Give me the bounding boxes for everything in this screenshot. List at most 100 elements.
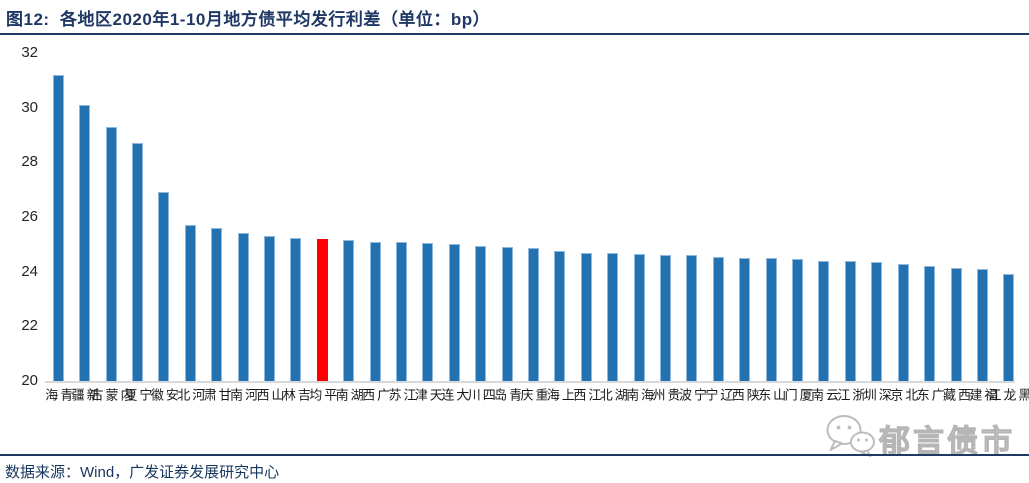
x-axis-label: 宁夏 [122,388,153,403]
bar-column: 广西 [360,53,390,403]
bar-column: 山东 [756,53,786,403]
bar [105,126,117,381]
x-axis-label: 安徽 [148,388,179,403]
bar [607,252,619,381]
source-note: 数据来源：Wind，广发证券发展研究中心 [5,464,280,481]
bar [580,252,592,381]
watermark: 郁言债市 [823,412,1015,465]
x-axis-label: 湖南 [333,388,364,403]
x-axis-label: 广东 [914,388,945,403]
bar [475,245,487,381]
x-axis-label: 大连 [439,388,470,403]
bar [395,241,407,381]
bar-column: 湖南 [334,53,364,403]
bar [686,255,698,381]
bar-column: 山西 [254,53,284,403]
x-axis-label: 青海 [43,388,74,403]
bar [184,225,196,381]
bar-column: 宁波 [677,53,707,403]
bar-column: 厦门 [783,53,813,403]
bar-column: 青海 [43,53,73,403]
y-axis-tick-label: 32 [21,44,38,61]
x-axis-label: 湖北 [597,388,628,403]
x-axis-label: 福建 [967,388,998,403]
bar-column: 湖北 [598,53,628,403]
bar [343,240,355,381]
x-axis-label: 江西 [571,388,602,403]
x-axis-label: 西藏 [941,388,972,403]
bar-column: 平均 [307,53,337,403]
bar [79,104,91,381]
bar-column: 辽宁 [703,53,733,403]
bar [554,251,566,381]
x-axis-label: 山东 [756,388,787,403]
bar-column: 云南 [809,53,839,403]
chart-title: 图12: 各地区2020年1-10月地方债平均发行利差（单位：bp） [6,10,491,29]
x-axis-label: 辽宁 [703,388,734,403]
bar-column: 吉林 [281,53,311,403]
title-divider [0,33,1029,35]
y-axis-tick-label: 30 [21,98,38,116]
bar-column: 新疆 [70,53,100,403]
bar-column: 重庆 [519,53,549,403]
x-axis-label: 河北 [175,388,206,403]
y-axis-tick-label: 22 [21,317,38,335]
y-axis-tick-label: 26 [21,208,38,225]
bar [448,244,460,381]
y-axis-tick-label: 20 [21,372,38,389]
x-axis-label: 新疆 [69,388,100,403]
bar [131,143,143,381]
bar-column: 浙江 [835,53,865,403]
bar [52,74,64,381]
bar-column: 海南 [624,53,654,403]
x-axis-label: 青岛 [492,388,523,403]
bar [871,262,883,381]
bar [633,253,645,381]
bar [792,259,804,381]
bar-column: 天津 [413,53,443,403]
x-axis-label: 深圳 [861,388,892,403]
x-axis-label: 河南 [228,388,259,403]
x-axis-label: 江苏 [386,388,417,403]
x-axis-label: 云南 [808,388,839,403]
bar [1003,274,1015,381]
bar-column: 河南 [228,53,258,403]
bar [739,258,751,381]
x-axis-label: 陕西 [729,388,760,403]
bar-column: 宁夏 [122,53,152,403]
bar [660,255,672,381]
x-axis-label: 宁波 [676,388,707,403]
bar [501,247,513,381]
bar-column: 江苏 [386,53,416,403]
bar-column: 福建 [967,53,997,403]
x-axis-label: 厦门 [782,388,813,403]
bar [211,227,223,381]
bar-column: 大连 [439,53,469,403]
bar-column: 内蒙古 [89,53,134,403]
bar-column: 贵州 [651,53,681,403]
bar-average-highlight [316,238,328,381]
bar-column: 青岛 [492,53,522,403]
bar [263,236,275,381]
bar [950,267,962,381]
bar-column: 甘肃 [202,53,232,403]
bar [765,258,777,381]
bar-column: 陕西 [730,53,760,403]
x-axis-label: 北京 [888,388,919,403]
x-axis-label: 平均 [307,388,338,403]
bar-column: 江西 [571,53,601,403]
x-axis-label: 海南 [624,388,655,403]
bar [528,248,540,381]
x-axis-label: 黑龙江 [986,388,1029,403]
bar [844,260,856,381]
bar-column: 上海 [545,53,575,403]
x-axis-label: 山西 [254,388,285,403]
bar-column: 黑龙江 [986,53,1029,403]
bar [369,241,381,381]
bar-column: 四川 [466,53,496,403]
x-axis-label: 重庆 [518,388,549,403]
bar-column: 河北 [175,53,205,403]
bar-column: 北京 [888,53,918,403]
x-axis-label: 甘肃 [201,388,232,403]
